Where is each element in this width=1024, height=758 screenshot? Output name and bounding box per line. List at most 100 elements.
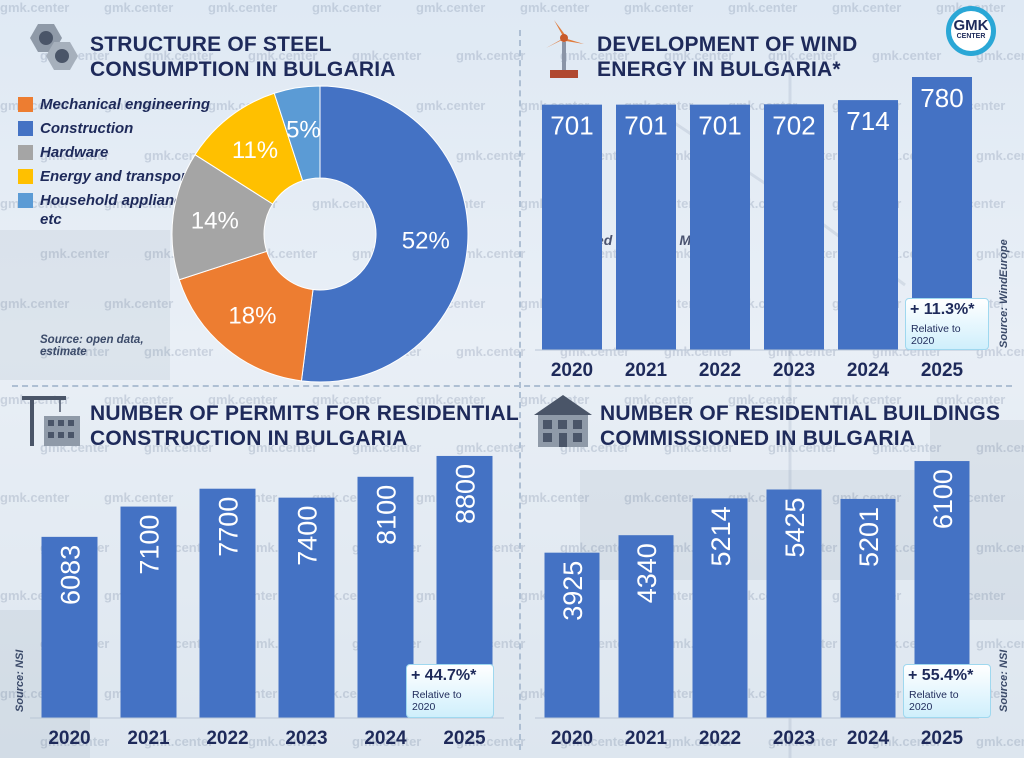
- watermark-text: gmk.center: [40, 246, 110, 261]
- bar-value-label: 714: [846, 106, 889, 136]
- buildings-growth-badge: + 55.4%* Relative to 2020: [903, 664, 991, 718]
- permits-title-line1: NUMBER OF PERMITS FOR RESIDENTIAL: [90, 402, 519, 425]
- legend-item: Household appliances, etc: [18, 191, 220, 229]
- bar-value-label: 6100: [928, 469, 958, 529]
- logo-text-bottom: CENTER: [956, 33, 986, 40]
- wind-turbine-icon: [540, 18, 588, 85]
- x-tick-label: 2023: [773, 360, 815, 381]
- wind-badge-relative: Relative to 2020: [911, 323, 961, 347]
- legend-label: Household appliances, etc: [40, 192, 204, 228]
- construction-crane-icon: [20, 390, 86, 453]
- gmk-center-logo: GMK CENTER: [946, 6, 996, 56]
- bar-value-label: 4340: [632, 543, 662, 603]
- bar-value-label: 7400: [293, 506, 323, 566]
- watermark-text: gmk.center: [312, 0, 382, 15]
- watermark-text: gmk.center: [416, 0, 486, 15]
- bar-value-label: 702: [772, 110, 815, 140]
- legend-swatch: [18, 121, 33, 136]
- house-icon: [532, 393, 594, 454]
- vertical-divider: [519, 30, 521, 750]
- bar-2022: [690, 104, 750, 351]
- legend-label: Construction: [40, 120, 134, 137]
- legend-swatch: [18, 97, 33, 112]
- legend-label: Energy and transport: [40, 168, 192, 185]
- bar-value-label: 3925: [558, 561, 588, 621]
- bar-value-label: 5425: [780, 497, 810, 557]
- bar-2022: [692, 498, 748, 718]
- watermark-text: gmk.center: [624, 0, 694, 15]
- bar-2024: [357, 476, 414, 718]
- pie-slice-construction: [300, 85, 469, 383]
- bar-value-label: 7100: [135, 515, 165, 575]
- wind-panel-title: DEVELOPMENT OF WIND ENERGY IN BULGARIA*: [597, 32, 857, 82]
- permits-panel-title: NUMBER OF PERMITS FOR RESIDENTIAL CONSTR…: [90, 401, 519, 451]
- pie-slice-label: 52%: [402, 228, 450, 255]
- bar-2023: [278, 497, 335, 718]
- bar-value-label: 8100: [372, 485, 402, 545]
- watermark-text: gmk.center: [0, 296, 70, 311]
- bar-value-label: 7700: [214, 497, 244, 557]
- pie-slice-hardware: [171, 154, 274, 281]
- pie-slice-mechanical-engineering: [178, 250, 314, 382]
- permits-bar-chart: 6083 2020 7100 2021 7700 2022 7400 2023 8100 2024…: [30, 455, 504, 749]
- legend-item: Mechanical engineering: [18, 95, 220, 114]
- bar-value-label: 5214: [706, 506, 736, 566]
- x-tick-label: 2021: [625, 728, 668, 749]
- steel-panel-title: STRUCTURE OF STEEL CONSUMPTION IN BULGAR…: [90, 32, 396, 82]
- pie-slice-label: 11%: [232, 137, 278, 164]
- bar-value-label: 8800: [451, 464, 481, 524]
- legend-item: Hardware: [18, 143, 220, 162]
- bar-2020: [542, 104, 602, 351]
- legend-label: Hardware: [40, 144, 109, 161]
- watermark-text: gmk.center: [208, 0, 278, 15]
- x-tick-label: 2021: [625, 360, 668, 381]
- permits-badge-relative: Relative to 2020: [412, 689, 462, 713]
- permits-growth-badge: + 44.7%* Relative to 2020: [406, 664, 494, 718]
- x-tick-label: 2024: [847, 728, 890, 749]
- x-tick-label: 2022: [206, 728, 248, 749]
- pie-slice-label: 5%: [286, 116, 321, 143]
- buildings-panel-title: NUMBER OF RESIDENTIAL BUILDINGS COMMISSI…: [600, 401, 1000, 451]
- steel-pie-chart: 52% 18% 14% 11% 5%: [171, 85, 469, 383]
- buildings-badge-percent: + 55.4%*: [908, 667, 974, 684]
- bar-value-label: 701: [698, 111, 741, 141]
- permits-title-line2: CONSTRUCTION IN BULGARIA: [90, 427, 408, 450]
- bar-2021: [616, 104, 676, 351]
- buildings-title-line2: COMMISSIONED IN BULGARIA: [600, 427, 916, 450]
- legend-label: Mechanical engineering: [40, 96, 211, 113]
- wind-source: Source: WindEurope: [998, 239, 1010, 348]
- bar-value-label: 5201: [854, 507, 884, 567]
- legend-item: Energy and transport: [18, 167, 220, 186]
- watermark-text: gmk.center: [728, 0, 798, 15]
- bar-2020: [544, 552, 600, 718]
- watermark-text: gmk.center: [832, 0, 902, 15]
- permits-source: Source: NSI: [14, 649, 26, 712]
- watermark-text: gmk.center: [872, 48, 942, 63]
- steel-nuts-icon: [18, 20, 82, 85]
- legend-item: Construction: [18, 119, 220, 138]
- wind-growth-badge: + 11.3%* Relative to 2020: [905, 298, 989, 350]
- legend-swatch: [18, 145, 33, 160]
- x-tick-label: 2020: [551, 360, 593, 381]
- x-tick-label: 2024: [364, 728, 407, 749]
- pie-slice-household-appliances-etc: [273, 85, 321, 182]
- pie-slice-label: 14%: [191, 208, 239, 235]
- bar-value-label: 701: [550, 111, 593, 141]
- legend-swatch: [18, 193, 33, 208]
- bar-value-label: 780: [920, 83, 963, 113]
- x-tick-label: 2023: [285, 728, 327, 749]
- steel-title-line2: CONSUMPTION IN BULGARIA: [90, 58, 396, 81]
- bar-value-label: 701: [624, 111, 667, 141]
- steel-title-line1: STRUCTURE OF STEEL: [90, 33, 332, 56]
- x-tick-label: 2025: [443, 728, 486, 749]
- wind-badge-percent: + 11.3%*: [910, 301, 975, 318]
- bar-2023: [766, 489, 822, 718]
- watermark-text: gmk.center: [104, 0, 174, 15]
- bar-2024: [840, 498, 896, 718]
- horizontal-divider: [12, 385, 1012, 387]
- x-tick-label: 2024: [847, 360, 890, 381]
- watermark-text: gmk.center: [456, 48, 526, 63]
- buildings-badge-relative: Relative to 2020: [909, 689, 959, 713]
- bar-2024: [838, 100, 898, 350]
- buildings-title-line1: NUMBER OF RESIDENTIAL BUILDINGS: [600, 402, 1001, 425]
